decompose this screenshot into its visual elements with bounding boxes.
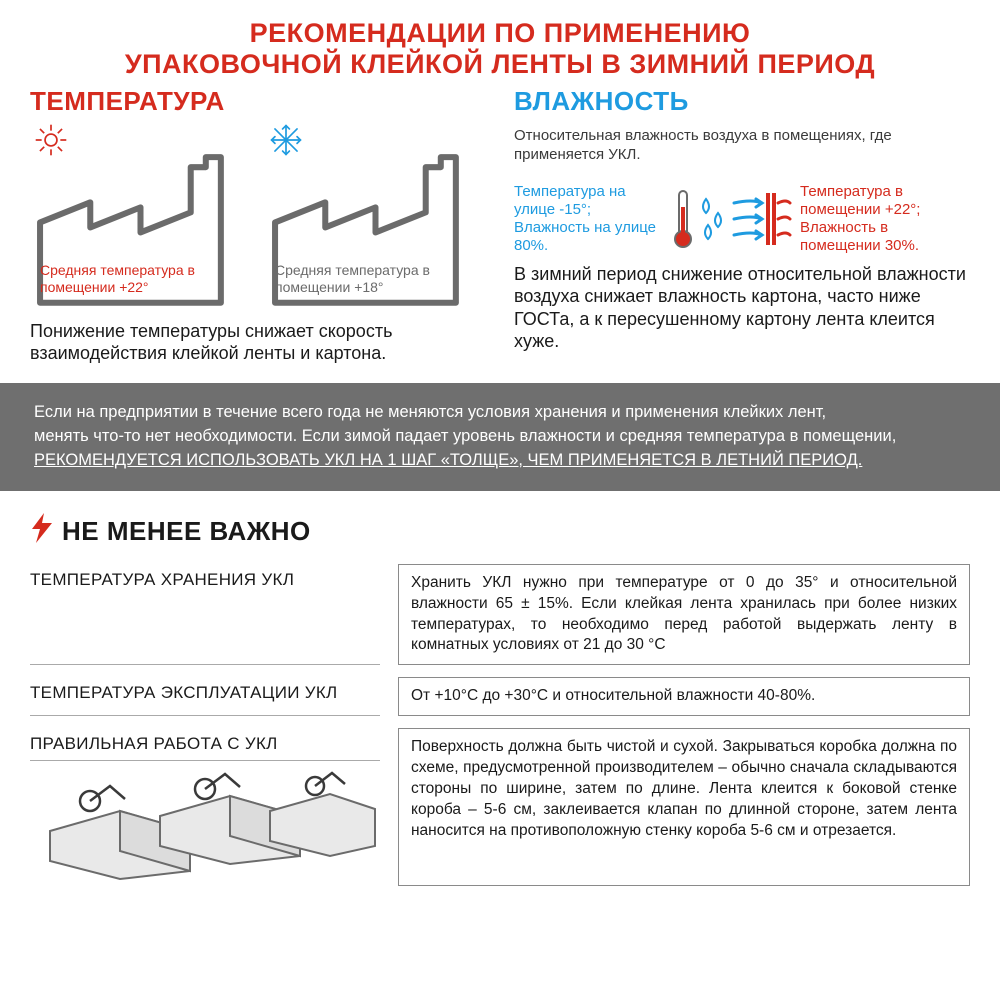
info-row-0: ТЕМПЕРАТУРА ХРАНЕНИЯ УКЛ Хранить УКЛ нуж… [30, 564, 970, 666]
band-line3: РЕКОМЕНДУЕТСЯ ИСПОЛЬЗОВАТЬ УКЛ НА 1 ШАГ … [34, 449, 966, 473]
title-line1: РЕКОМЕНДАЦИИ ПО ПРИМЕНЕНИЮ [250, 18, 751, 48]
humidity-outside: Температура на улице -15°; Влажность на … [514, 183, 664, 255]
humidity-mid-icons [672, 189, 792, 249]
factory-row: Средняя температура в помещении +22° [30, 127, 486, 308]
humidity-heading: ВЛАЖНОСТЬ [514, 86, 970, 117]
info-label-0: ТЕМПЕРАТУРА ХРАНЕНИЯ УКЛ [30, 564, 380, 666]
info-row-1: ТЕМПЕРАТУРА ЭКСПЛУАТАЦИИ УКЛ От +10°С до… [30, 677, 970, 716]
snowflake-icon [269, 123, 303, 162]
humidity-diagram: Температура на улице -15°; Влажность на … [514, 183, 970, 255]
main-title: РЕКОМЕНДАЦИИ ПО ПРИМЕНЕНИЮ УПАКОВОЧНОЙ К… [30, 18, 970, 80]
recommendation-band: Если на предприятии в течение всего года… [0, 383, 1000, 491]
thermometer-icon [672, 189, 694, 249]
humidity-intro: Относительная влажность воздуха в помеще… [514, 127, 970, 165]
humidity-caption: В зимний период снижение относительной в… [514, 263, 970, 353]
info-box-0: Хранить УКЛ нужно при температуре от 0 д… [398, 564, 970, 666]
info-label-1: ТЕМПЕРАТУРА ЭКСПЛУАТАЦИИ УКЛ [30, 677, 380, 716]
info-left-2: ПРАВИЛЬНАЯ РАБОТА С УКЛ [30, 728, 380, 886]
temperature-heading: ТЕМПЕРАТУРА [30, 86, 486, 117]
humidity-inside: Температура в помещении +22°; Влажность … [800, 183, 970, 255]
columns: ТЕМПЕРАТУРА [30, 86, 970, 365]
band-line2: менять что-то нет необходимости. Если зи… [34, 425, 966, 449]
important-heading-text: НЕ МЕНЕЕ ВАЖНО [62, 516, 311, 547]
info-box-2: Поверхность должна быть чистой и сухой. … [398, 728, 970, 886]
band-line1: Если на предприятии в течение всего года… [34, 401, 966, 425]
box-taping-illustration [30, 761, 380, 881]
temperature-column: ТЕМПЕРАТУРА [30, 86, 486, 365]
info-label-2: ПРАВИЛЬНАЯ РАБОТА С УКЛ [30, 728, 380, 761]
info-box-1: От +10°С до +30°С и относительной влажно… [398, 677, 970, 716]
bolt-icon [30, 513, 54, 550]
droplets-icon [698, 195, 728, 243]
info-row-2: ПРАВИЛЬНАЯ РАБОТА С УКЛ Поверхность долж… [30, 728, 970, 886]
factory-cold: Средняя температура в помещении +18° [265, 127, 486, 308]
airflow-icon [732, 189, 792, 249]
important-heading: НЕ МЕНЕЕ ВАЖНО [30, 513, 970, 550]
sun-icon [34, 123, 68, 162]
factory-warm-label: Средняя температура в помещении +22° [40, 262, 220, 296]
factory-cold-label: Средняя температура в помещении +18° [275, 262, 455, 296]
factory-warm: Средняя температура в помещении +22° [30, 127, 251, 308]
title-line2: УПАКОВОЧНОЙ КЛЕЙКОЙ ЛЕНТЫ В ЗИМНИЙ ПЕРИО… [125, 49, 875, 79]
humidity-column: ВЛАЖНОСТЬ Относительная влажность воздух… [514, 86, 970, 365]
temperature-caption: Понижение температуры снижает скорость в… [30, 320, 486, 365]
